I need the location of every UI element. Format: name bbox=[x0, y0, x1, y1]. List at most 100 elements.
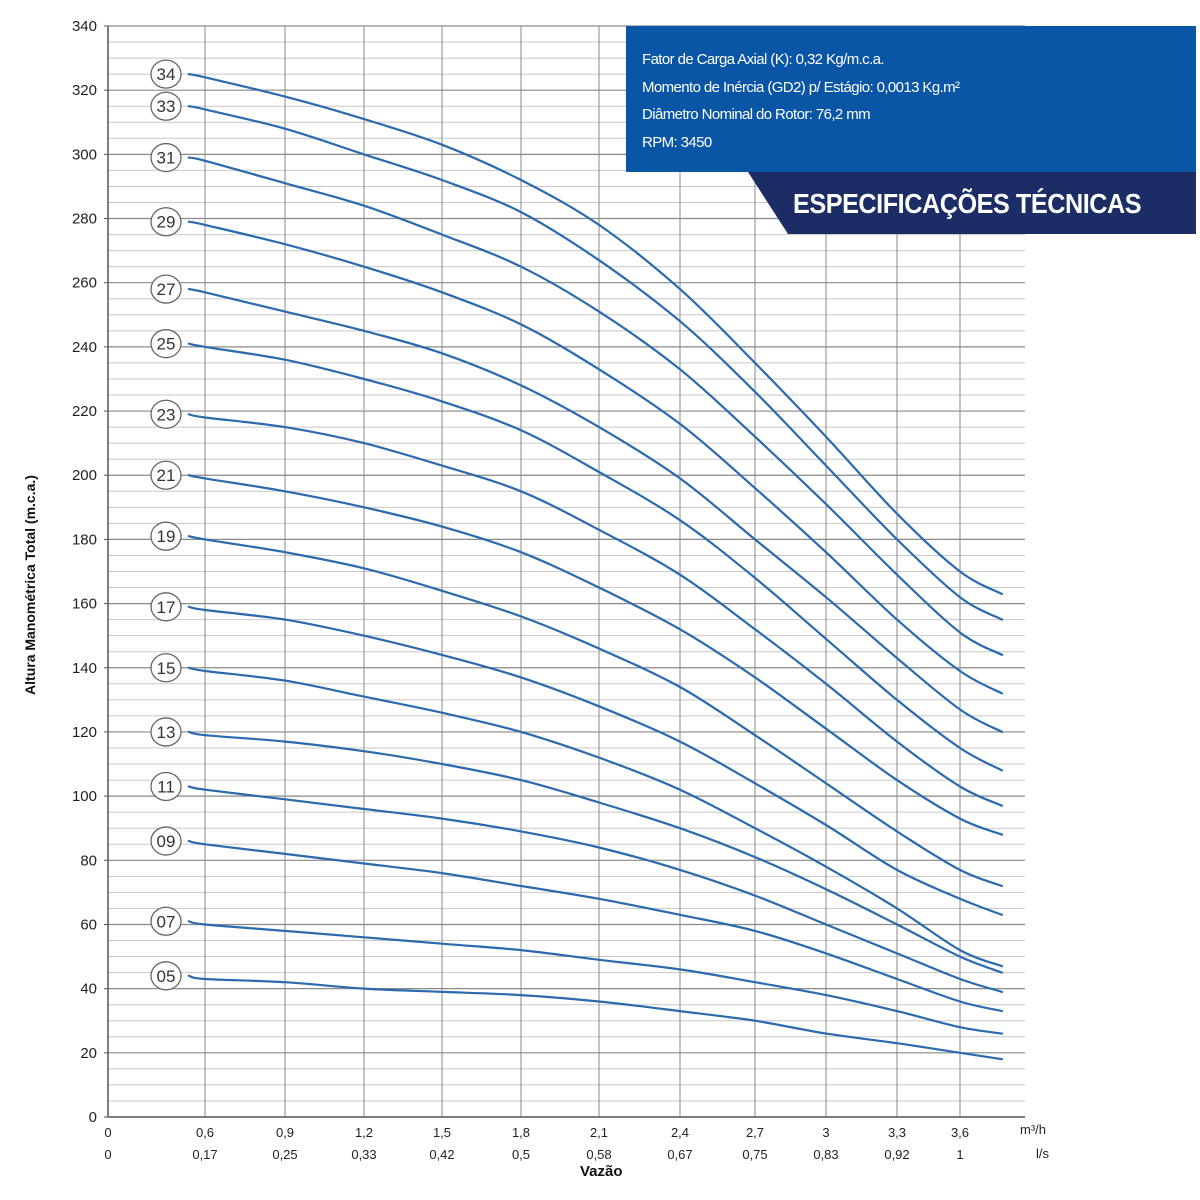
x-tick-label-primary: 1,5 bbox=[433, 1125, 451, 1140]
stage-badge-31 bbox=[150, 142, 182, 173]
stage-badge-21 bbox=[150, 460, 182, 490]
series-line-31 bbox=[187, 156, 1004, 656]
x-tick-label-secondary: 0,75 bbox=[742, 1147, 767, 1162]
series-line-27 bbox=[187, 288, 1004, 733]
x-tick-label-secondary: 0,42 bbox=[429, 1147, 454, 1162]
x-tick-label-secondary: 0,5 bbox=[512, 1147, 530, 1162]
x-tick-label-secondary: 0,33 bbox=[351, 1147, 376, 1162]
y-axis-label: Altura Manométrica Total (m.c.a.) bbox=[22, 475, 38, 695]
stage-label-11: 11 bbox=[157, 777, 175, 796]
stage-label-31: 31 bbox=[157, 149, 176, 168]
x-tick-label-secondary: 0,83 bbox=[813, 1147, 838, 1162]
stage-badge-29 bbox=[150, 207, 182, 237]
x-tick-label-secondary: 0,17 bbox=[192, 1147, 217, 1162]
series-line-13 bbox=[187, 730, 1004, 974]
x-tick-label-secondary: 0,25 bbox=[272, 1147, 297, 1162]
y-tick-label: 240 bbox=[72, 339, 97, 356]
stage-badge-17 bbox=[150, 592, 182, 622]
stage-label-09: 09 bbox=[157, 832, 176, 851]
series-line-15 bbox=[187, 666, 1004, 968]
stage-label-29: 29 bbox=[157, 213, 176, 232]
x-tick-label-primary: 0,6 bbox=[196, 1125, 214, 1140]
stage-label-05: 05 bbox=[157, 967, 176, 986]
y-tick-label: 0 bbox=[89, 1109, 97, 1126]
y-tick-label: 80 bbox=[80, 852, 97, 869]
x-tick-label-primary: 2,4 bbox=[671, 1125, 689, 1140]
x-tick-label-primary: 1,2 bbox=[355, 1125, 373, 1140]
x-tick-label-primary: 2,1 bbox=[590, 1125, 608, 1140]
y-tick-label: 120 bbox=[72, 724, 97, 741]
series-line-07 bbox=[187, 920, 1004, 1035]
y-tick-label: 280 bbox=[72, 211, 97, 228]
stage-label-25: 25 bbox=[157, 335, 176, 354]
y-tick-label: 320 bbox=[72, 82, 97, 99]
x-tick-label-secondary: 0,67 bbox=[667, 1147, 692, 1162]
x-tick-label-secondary: 1 bbox=[956, 1147, 963, 1162]
series-line-29 bbox=[187, 220, 1004, 695]
stage-label-33: 33 bbox=[157, 97, 176, 116]
y-tick-label: 160 bbox=[72, 596, 97, 613]
y-tick-label: 40 bbox=[80, 981, 97, 998]
x-tick-label-primary: 1,8 bbox=[512, 1125, 530, 1140]
stage-badge-34 bbox=[150, 59, 182, 89]
stage-label-17: 17 bbox=[157, 598, 176, 617]
chart-axes bbox=[107, 26, 1025, 1118]
spec-inertia: Momento de Inércia (GD2) p/ Estágio: 0,0… bbox=[642, 78, 960, 96]
stage-badge-07 bbox=[150, 906, 182, 936]
y-tick-label: 60 bbox=[80, 916, 97, 933]
stage-badge-19 bbox=[150, 521, 182, 551]
tick-labels: 0204060801001201401601802002202402602803… bbox=[72, 18, 969, 1162]
stage-labels: 34 33 31 29 27 25 23 21 19 17 15 13 11 09 07 05 bbox=[150, 59, 182, 991]
series-line-34 bbox=[187, 73, 1004, 596]
stage-label-23: 23 bbox=[157, 405, 176, 424]
stage-badge-27 bbox=[150, 274, 182, 304]
series-line-21 bbox=[187, 474, 1004, 836]
y-tick-label: 260 bbox=[72, 275, 97, 292]
stage-label-07: 07 bbox=[157, 912, 176, 931]
x-tick-label-primary: 2,7 bbox=[746, 1125, 764, 1140]
series-line-19 bbox=[187, 535, 1004, 888]
series-line-17 bbox=[187, 605, 1004, 916]
y-tick-label: 100 bbox=[72, 788, 97, 805]
x-tick-label-secondary: 0,58 bbox=[586, 1147, 611, 1162]
series-line-23 bbox=[187, 413, 1004, 807]
specs-banner-title: ESPECIFICAÇÕES TÉCNICAS bbox=[793, 188, 1142, 219]
stage-badge-33 bbox=[150, 91, 182, 121]
x-tick-label-secondary: 0,92 bbox=[884, 1147, 909, 1162]
stage-label-34: 34 bbox=[157, 65, 176, 84]
stage-label-13: 13 bbox=[157, 723, 176, 742]
stage-badge-23 bbox=[150, 399, 182, 429]
series-line-33 bbox=[187, 105, 1004, 621]
x-tick-label-primary: 3 bbox=[822, 1125, 829, 1140]
spec-rotor-diameter: Diâmetro Nominal do Rotor: 76,2 mm bbox=[642, 106, 871, 123]
stage-label-15: 15 bbox=[157, 659, 176, 678]
x-tick-label-primary: 0 bbox=[104, 1125, 111, 1140]
specs-banner: ESPECIFICAÇÕES TÉCNICAS bbox=[748, 172, 1196, 234]
specs-box: Fator de Carga Axial (K): 0,32 Kg/m.c.a.… bbox=[626, 26, 1196, 172]
y-tick-label: 220 bbox=[72, 403, 97, 420]
stage-label-27: 27 bbox=[157, 280, 176, 299]
x-tick-label-primary: 3,3 bbox=[888, 1125, 906, 1140]
series-line-09 bbox=[187, 839, 1004, 1013]
x-tick-label-primary: 0,9 bbox=[276, 1125, 294, 1140]
y-tick-label: 340 bbox=[72, 18, 97, 35]
x-unit-primary: m³/h bbox=[1020, 1122, 1046, 1137]
x-unit-secondary: l/s bbox=[1036, 1146, 1049, 1161]
series-line-11 bbox=[187, 785, 1004, 993]
stage-badge-13 bbox=[150, 717, 182, 747]
y-tick-label: 20 bbox=[80, 1045, 97, 1062]
stage-label-19: 19 bbox=[157, 527, 176, 546]
stage-label-21: 21 bbox=[157, 466, 176, 485]
stage-badge-05 bbox=[150, 961, 182, 991]
x-tick-label-secondary: 0 bbox=[104, 1147, 111, 1162]
x-axis-label: Vazão bbox=[580, 1163, 623, 1180]
y-tick-label: 200 bbox=[72, 467, 97, 484]
series-line-05 bbox=[187, 974, 1004, 1061]
x-tick-label-primary: 3,6 bbox=[951, 1125, 969, 1140]
y-tick-label: 180 bbox=[72, 531, 97, 548]
y-tick-label: 300 bbox=[72, 146, 97, 163]
stage-badge-15 bbox=[150, 653, 182, 683]
spec-rpm: RPM: 3450 bbox=[642, 133, 712, 151]
series-line-25 bbox=[187, 342, 1004, 772]
